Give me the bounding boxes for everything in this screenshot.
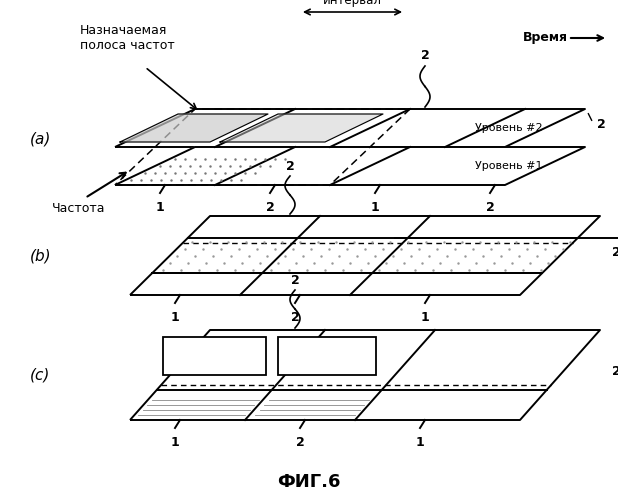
- Text: ФИГ.6: ФИГ.6: [277, 473, 341, 491]
- Text: Уровень #2: Уровень #2: [475, 123, 543, 133]
- Text: 2: 2: [486, 201, 494, 214]
- Text: 1: 1: [371, 201, 379, 214]
- Text: 2: 2: [612, 365, 618, 378]
- Text: 1: 1: [171, 436, 179, 449]
- Bar: [277, 337, 376, 375]
- Text: Время: Время: [523, 32, 568, 44]
- Text: 1: 1: [156, 201, 164, 214]
- Text: 1: 1: [171, 311, 179, 324]
- Text: 1: 1: [416, 436, 425, 449]
- Text: (a): (a): [30, 132, 51, 146]
- Polygon shape: [115, 109, 585, 147]
- Text: Уровень #1: Уровень #1: [475, 161, 543, 171]
- Text: (b): (b): [30, 248, 52, 264]
- Text: 2: 2: [421, 49, 430, 62]
- Polygon shape: [130, 216, 600, 295]
- Text: Частота: Частота: [52, 202, 106, 214]
- Text: Временной
интервал: Временной интервал: [317, 0, 387, 7]
- Text: 2: 2: [286, 160, 294, 173]
- Text: 2: 2: [290, 311, 299, 324]
- Text: 2: 2: [290, 274, 299, 287]
- Text: 2: 2: [295, 436, 305, 449]
- Bar: [163, 337, 266, 375]
- Text: 2: 2: [612, 246, 618, 259]
- Polygon shape: [220, 114, 383, 142]
- Polygon shape: [120, 114, 268, 142]
- Text: Назначаемая
полоса частот: Назначаемая полоса частот: [80, 24, 175, 52]
- Polygon shape: [115, 147, 585, 185]
- Text: 1: 1: [421, 311, 430, 324]
- Text: 2: 2: [597, 118, 606, 131]
- Text: 2: 2: [266, 201, 274, 214]
- Polygon shape: [130, 330, 600, 420]
- Text: (c): (c): [30, 368, 51, 382]
